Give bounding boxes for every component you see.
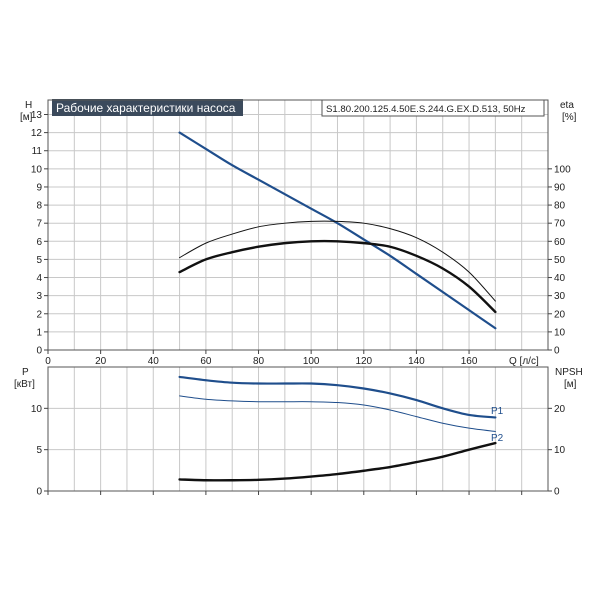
x-tick-label: 0 [45, 356, 51, 367]
x-tick-label: 100 [303, 356, 320, 367]
x-tick-label: 120 [355, 356, 372, 367]
y-tick-label: 0 [36, 346, 42, 357]
x-tick-label: 40 [148, 356, 160, 367]
chart-title: Рабочие характеристики насоса [56, 101, 236, 115]
y2-axis-unit: [%] [562, 112, 577, 123]
series-label-p1: P1 [491, 406, 504, 417]
y-tick-label: 13 [31, 110, 43, 121]
y2-tick-label: 100 [554, 164, 571, 175]
chart-subtitle: S1.80.200.125.4.50E.S.244.G.EX.D.513, 50… [326, 104, 526, 115]
y2-tick-label: 20 [554, 404, 566, 415]
y2-tick-label: 70 [554, 219, 566, 230]
npsh-axis-unit: [м] [564, 379, 577, 390]
x-axis-label: Q [л/с] [509, 356, 539, 367]
y-tick-label: 5 [36, 255, 42, 266]
y2-tick-label: 40 [554, 273, 566, 284]
y-tick-label: 7 [36, 219, 42, 230]
series-line-1-1 [179, 395, 496, 432]
y-tick-label: 9 [36, 182, 42, 193]
x-tick-label: 20 [95, 356, 107, 367]
y-axis-unit: [м] [20, 112, 33, 123]
y-tick-label: 1 [36, 327, 42, 338]
p-axis-unit: [кВт] [14, 379, 35, 390]
y-tick-label: 3 [36, 291, 42, 302]
y2-axis-label: eta [560, 100, 574, 111]
y2-tick-label: 60 [554, 237, 566, 248]
series-line-0-2 [178, 239, 497, 314]
y-tick-label: 11 [32, 146, 43, 157]
x-tick-label: 160 [461, 356, 478, 367]
y2-tick-label: 80 [554, 201, 566, 212]
npsh-axis-label: NPSH [555, 367, 583, 378]
series-line-0-0 [178, 131, 497, 330]
series-line-1-2 [178, 441, 497, 482]
y2-tick-label: 50 [554, 255, 566, 266]
y-tick-label: 10 [31, 404, 43, 415]
y-tick-label: 2 [36, 309, 42, 320]
y-tick-label: 5 [36, 445, 42, 456]
y2-tick-label: 10 [554, 445, 566, 456]
y-tick-label: 10 [31, 164, 43, 175]
series-label-p2: P2 [491, 433, 504, 444]
plot-frame [47, 99, 549, 351]
y-tick-label: 0 [36, 487, 42, 498]
y2-tick-label: 0 [554, 487, 560, 498]
y-tick-label: 8 [36, 201, 42, 212]
x-tick-label: 60 [200, 356, 212, 367]
plot-frame [47, 366, 549, 492]
y-axis-label: H [25, 100, 32, 111]
x-tick-label: 80 [253, 356, 265, 367]
series-line-1-0 [178, 375, 497, 419]
x-tick-label: 140 [408, 356, 425, 367]
y2-tick-label: 0 [554, 346, 560, 357]
series-line-0-1 [179, 220, 496, 302]
y-tick-label: 12 [31, 128, 43, 139]
y2-tick-label: 90 [554, 182, 566, 193]
title-box [52, 99, 243, 116]
y2-tick-label: 20 [554, 309, 566, 320]
y2-tick-label: 10 [554, 327, 566, 338]
y-tick-label: 4 [36, 273, 42, 284]
y2-tick-label: 30 [554, 291, 566, 302]
p-axis-label: P [22, 367, 29, 378]
y-tick-label: 6 [36, 237, 42, 248]
